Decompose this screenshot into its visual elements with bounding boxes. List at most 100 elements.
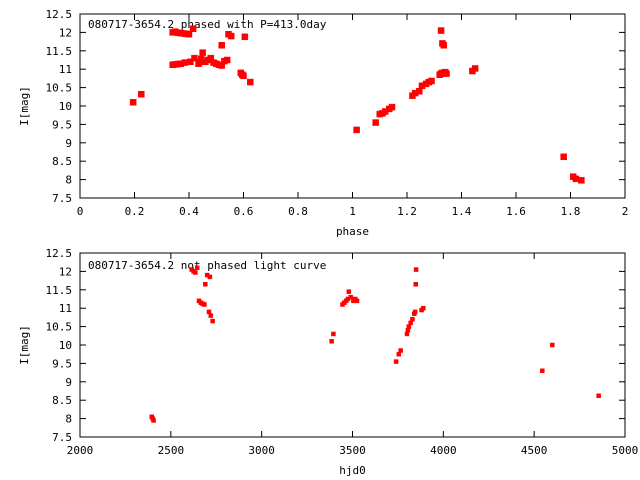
- x-tick-label: 1.4: [452, 205, 472, 218]
- x-tick-label: 2000: [67, 444, 94, 457]
- data-point: [227, 32, 235, 40]
- x-tick-label: 1.8: [561, 205, 581, 218]
- y-tick-label: 10: [59, 339, 72, 352]
- x-tick-label: 4000: [430, 444, 457, 457]
- x-tick-label: 3500: [339, 444, 366, 457]
- y-tick-label: 8.5: [52, 394, 72, 407]
- chart-title: 080717-3654.2 phased with P=413.0day: [88, 18, 327, 31]
- data-point: [194, 265, 200, 270]
- data-point: [185, 30, 193, 38]
- plot-frame: [79, 13, 626, 199]
- y-tick-label: 10: [59, 100, 72, 113]
- x-tick-label: 0.2: [125, 205, 145, 218]
- y-tick-label: 8.5: [52, 155, 72, 168]
- data-point: [550, 342, 555, 348]
- data-point: [578, 177, 585, 184]
- x-tick-label: 5000: [612, 444, 639, 457]
- x-tick-label: 0: [77, 205, 84, 218]
- data-point: [191, 54, 198, 62]
- data-point: [398, 348, 403, 353]
- data-point: [596, 393, 601, 399]
- x-tick-label: 0.4: [179, 205, 199, 218]
- y-tick-label: 12: [59, 26, 72, 39]
- data-point: [208, 313, 214, 318]
- data-point: [413, 267, 419, 272]
- x-tick-label: 4500: [521, 444, 548, 457]
- data-point: [203, 282, 208, 287]
- x-tick-label: 1.6: [506, 205, 526, 218]
- data-point: [353, 126, 360, 134]
- data-point: [207, 274, 213, 280]
- data-point: [388, 103, 396, 111]
- data-point: [408, 320, 413, 326]
- data-point: [396, 351, 402, 357]
- data-point: [151, 418, 156, 423]
- x-tick-label: 2: [622, 205, 629, 218]
- y-tick-label: 12.5: [46, 247, 73, 260]
- x-axis-label: hjd0: [339, 464, 366, 477]
- data-point: [187, 58, 194, 66]
- y-tick-label: 8: [65, 413, 72, 426]
- phased-light-curve-panel: 0 0.2 0.4 0.6 0.8 1 1.2 1.4 1.6 1.8 2 7.5 8 8.5 9 9.5 10…: [18, 8, 628, 238]
- x-tick-label: 1: [349, 205, 356, 218]
- y-tick-label: 7.5: [52, 431, 72, 444]
- x-tick-label: 2500: [158, 444, 185, 457]
- unphased-light-curve-panel: 2000 2500 3000 3500 4000 4500 5000 7.5 8 8.5 9 9.5 1…: [18, 247, 638, 477]
- data-point: [372, 119, 379, 126]
- data-point: [443, 70, 450, 77]
- data-point: [410, 316, 415, 322]
- data-point: [210, 318, 215, 324]
- data-point: [471, 65, 479, 72]
- y-tick-label: 11: [59, 302, 72, 315]
- data-point: [440, 42, 448, 49]
- y-tick-label: 11.5: [46, 45, 73, 58]
- data-point: [428, 77, 435, 85]
- x-tick-label: 1.2: [397, 205, 417, 218]
- y-tick-label: 9.5: [52, 118, 72, 131]
- y-axis-label: I[mag]: [18, 86, 31, 126]
- data-point: [189, 25, 197, 32]
- x-tick-label: 0.6: [234, 205, 254, 218]
- data-point: [572, 175, 580, 183]
- data-point: [331, 331, 336, 337]
- y-tick-label: 12.5: [46, 8, 73, 21]
- data-point: [129, 99, 137, 106]
- data-point: [202, 302, 207, 307]
- y-tick-label: 7.5: [52, 192, 72, 205]
- chart-title: 080717-3654.2 not phased light curve: [88, 259, 326, 272]
- y-tick-label: 10.5: [46, 82, 73, 95]
- data-point: [241, 33, 249, 41]
- y-tick-label: 11.5: [46, 284, 73, 297]
- x-tick-label: 3000: [248, 444, 275, 457]
- data-point: [193, 270, 198, 275]
- data-point: [406, 324, 412, 329]
- y-tick-label: 10.5: [46, 321, 73, 334]
- data-point: [437, 27, 445, 34]
- y-tick-label: 9.5: [52, 357, 72, 370]
- data-point: [329, 339, 334, 344]
- data-point: [413, 282, 418, 287]
- data-point: [421, 305, 426, 311]
- data-point: [354, 298, 360, 304]
- data-point: [199, 49, 206, 56]
- data-point: [181, 59, 189, 66]
- data-point: [218, 42, 225, 49]
- data-point: [206, 309, 212, 315]
- y-tick-label: 8: [65, 174, 72, 187]
- plot-frame: [79, 252, 626, 438]
- y-tick-label: 9: [65, 137, 72, 150]
- data-point: [138, 90, 145, 98]
- data-point: [393, 359, 399, 364]
- data-point: [416, 88, 423, 95]
- data-point: [560, 153, 567, 161]
- data-point: [346, 289, 352, 294]
- data-point: [405, 328, 411, 333]
- y-axis-label: I[mag]: [18, 325, 31, 365]
- y-tick-label: 12: [59, 265, 72, 278]
- data-point: [404, 331, 410, 337]
- y-tick-label: 9: [65, 376, 72, 389]
- data-point: [247, 78, 254, 86]
- data-point: [348, 294, 353, 300]
- data-point: [240, 72, 247, 80]
